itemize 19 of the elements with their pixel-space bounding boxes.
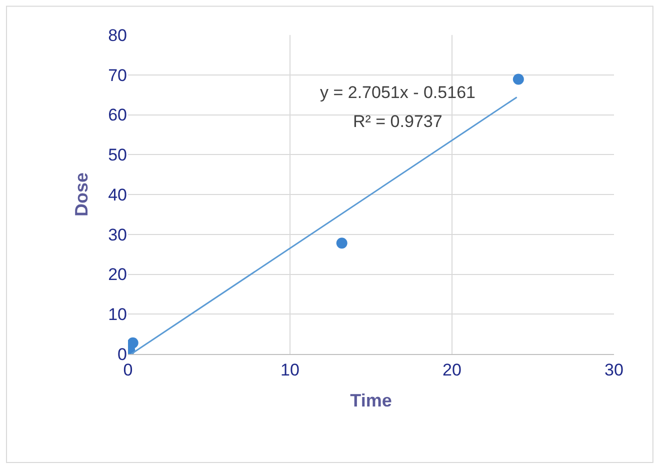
x-axis-title: Time	[350, 390, 392, 410]
y-tick-label: 40	[108, 185, 127, 204]
point	[512, 74, 524, 85]
y-tick-label: 50	[108, 146, 127, 165]
y-axis-title: Dose	[71, 172, 92, 217]
y-tick-label: 20	[108, 265, 127, 284]
x-tick-label: 30	[604, 360, 624, 380]
point	[128, 337, 138, 348]
y-tick-label: 60	[108, 106, 127, 125]
y-tick-label: 70	[108, 66, 127, 85]
x-tick-label: 10	[280, 360, 300, 380]
x-tick-label: 20	[442, 360, 462, 380]
point	[336, 238, 348, 249]
y-tick-label: 80	[108, 26, 127, 45]
y-tick-label: 30	[108, 225, 127, 244]
y-tick-label: 0	[118, 344, 127, 364]
annotation: R² = 0.9737	[353, 112, 442, 131]
y-tick-label: 10	[108, 305, 127, 324]
annotation: y = 2.7051x - 0.5161	[320, 83, 476, 102]
